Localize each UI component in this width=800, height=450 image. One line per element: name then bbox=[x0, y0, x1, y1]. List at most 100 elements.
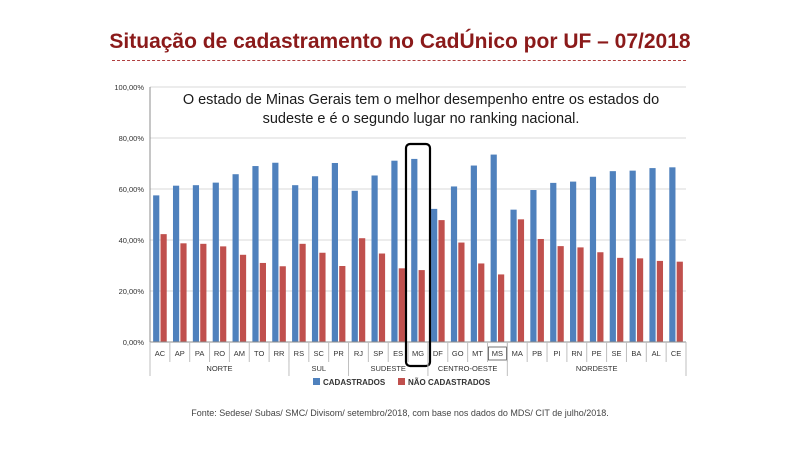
bar-nao-cadastrados-df bbox=[438, 220, 445, 342]
y-tick-label: 0,00% bbox=[123, 338, 145, 347]
y-tick-label: 80,00% bbox=[119, 134, 145, 143]
x-tick-label: ES bbox=[393, 349, 403, 358]
bars bbox=[153, 154, 683, 342]
bar-nao-cadastrados-mg bbox=[418, 270, 425, 342]
legend-swatch-nao-cadastrados bbox=[398, 378, 405, 385]
bar-cadastrados-ba bbox=[629, 170, 636, 342]
x-tick-label: GO bbox=[452, 349, 464, 358]
bar-nao-cadastrados-go bbox=[458, 242, 465, 342]
x-tick-label: MS bbox=[492, 349, 503, 358]
axes bbox=[149, 87, 687, 376]
region-label: NORTE bbox=[206, 364, 232, 373]
bar-nao-cadastrados-rn bbox=[577, 247, 584, 342]
x-tick-label: SE bbox=[612, 349, 622, 358]
x-tick-label: RS bbox=[294, 349, 304, 358]
bar-cadastrados-rs bbox=[292, 185, 299, 342]
bar-cadastrados-to bbox=[252, 166, 259, 342]
bar-cadastrados-pb bbox=[530, 190, 537, 342]
bar-nao-cadastrados-ba bbox=[636, 258, 644, 342]
y-tick-label: 20,00% bbox=[119, 287, 145, 296]
x-tick-label: PB bbox=[532, 349, 542, 358]
x-tick-label: MT bbox=[472, 349, 483, 358]
bar-cadastrados-mg bbox=[411, 158, 418, 342]
x-tick-label: MG bbox=[412, 349, 424, 358]
bar-cadastrados-ap bbox=[172, 185, 180, 342]
bar-cadastrados-ac bbox=[153, 195, 160, 342]
bar-nao-cadastrados-ms bbox=[498, 274, 505, 342]
bar-nao-cadastrados-rs bbox=[299, 243, 306, 342]
bar-cadastrados-sp bbox=[371, 175, 378, 342]
y-tick-label: 40,00% bbox=[119, 236, 145, 245]
bar-cadastrados-rr bbox=[272, 162, 279, 342]
x-tick-label: AM bbox=[234, 349, 245, 358]
x-tick-label: PR bbox=[333, 349, 344, 358]
region-label: NORDESTE bbox=[576, 364, 618, 373]
bar-nao-cadastrados-sp bbox=[378, 253, 386, 342]
axis-labels: 0,00% 20,00% 40,00% 60,00% 80,00% 100,00% AC AP… bbox=[114, 83, 681, 373]
bar-nao-cadastrados-rj bbox=[359, 238, 366, 342]
bar-nao-cadastrados-es bbox=[398, 268, 405, 342]
bar-cadastrados-es bbox=[391, 160, 398, 342]
legend: CADASTRADOS NÃO CADASTRADOS bbox=[313, 378, 491, 387]
legend-swatch-cadastrados bbox=[313, 378, 320, 385]
bar-cadastrados-ma bbox=[510, 209, 517, 342]
x-tick-label: AL bbox=[652, 349, 661, 358]
bar-nao-cadastrados-ro bbox=[220, 246, 227, 342]
x-tick-label: BA bbox=[631, 349, 641, 358]
bar-nao-cadastrados-rr bbox=[279, 266, 286, 342]
title-divider bbox=[112, 60, 686, 61]
bar-nao-cadastrados-pa bbox=[200, 243, 207, 342]
bar-cadastrados-pa bbox=[192, 185, 200, 342]
y-tick-label: 60,00% bbox=[119, 185, 145, 194]
chart-annotation: O estado de Minas Gerais tem o melhor de… bbox=[182, 92, 660, 127]
bar-nao-cadastrados-am bbox=[239, 254, 247, 342]
x-tick-label: SP bbox=[373, 349, 383, 358]
bar-nao-cadastrados-al bbox=[656, 260, 664, 342]
bar-cadastrados-al bbox=[649, 168, 656, 342]
legend-label-cadastrados: CADASTRADOS bbox=[323, 378, 386, 387]
legend-label-nao-cadastrados: NÃO CADASTRADOS bbox=[408, 378, 491, 387]
bar-nao-cadastrados-pb bbox=[537, 238, 544, 342]
source-note: Fonte: Sedese/ Subas/ SMC/ Divisom/ sete… bbox=[191, 408, 609, 418]
category-label-box bbox=[488, 346, 507, 361]
bar-cadastrados-pi bbox=[550, 182, 557, 342]
x-tick-label: SC bbox=[314, 349, 325, 358]
x-tick-label: DF bbox=[433, 349, 443, 358]
bar-nao-cadastrados-ap bbox=[180, 243, 187, 342]
bar-cadastrados-pe bbox=[589, 176, 597, 342]
x-tick-label: AC bbox=[155, 349, 166, 358]
bar-cadastrados-pr bbox=[331, 162, 338, 342]
bar-cadastrados-ce bbox=[669, 167, 676, 342]
bar-cadastrados-rn bbox=[570, 181, 577, 342]
bar-nao-cadastrados-to bbox=[259, 262, 266, 342]
x-tick-label: PI bbox=[553, 349, 560, 358]
bar-cadastrados-ms bbox=[490, 154, 497, 342]
bar-cadastrados-rj bbox=[351, 190, 358, 342]
x-tick-label: CE bbox=[671, 349, 681, 358]
bar-cadastrados-ro bbox=[212, 182, 219, 342]
y-tick-label: 100,00% bbox=[114, 83, 144, 92]
x-tick-label: PE bbox=[592, 349, 602, 358]
bar-cadastrados-am bbox=[232, 174, 239, 342]
bar-nao-cadastrados-pe bbox=[597, 252, 604, 342]
x-tick-label: MA bbox=[512, 349, 523, 358]
bar-nao-cadastrados-se bbox=[617, 257, 624, 342]
x-tick-label: RO bbox=[214, 349, 225, 358]
region-label: CENTRO-OESTE bbox=[438, 364, 498, 373]
bar-cadastrados-df bbox=[431, 208, 438, 342]
slide-title: Situação de cadastramento no CadÚnico po… bbox=[109, 30, 691, 53]
x-tick-label: RR bbox=[274, 349, 285, 358]
highlight-box-mg bbox=[404, 142, 432, 368]
x-tick-label: PA bbox=[195, 349, 204, 358]
bar-nao-cadastrados-pr bbox=[339, 266, 346, 342]
region-label: SUL bbox=[311, 364, 326, 373]
x-tick-label: RJ bbox=[354, 349, 363, 358]
bar-nao-cadastrados-sc bbox=[319, 252, 326, 342]
bar-nao-cadastrados-mt bbox=[478, 263, 485, 342]
bar-nao-cadastrados-pi bbox=[557, 246, 564, 342]
bar-cadastrados-mt bbox=[470, 165, 477, 342]
region-label: SUDESTE bbox=[371, 364, 406, 373]
x-tick-label: RN bbox=[571, 349, 582, 358]
bar-nao-cadastrados-ac bbox=[160, 234, 167, 342]
